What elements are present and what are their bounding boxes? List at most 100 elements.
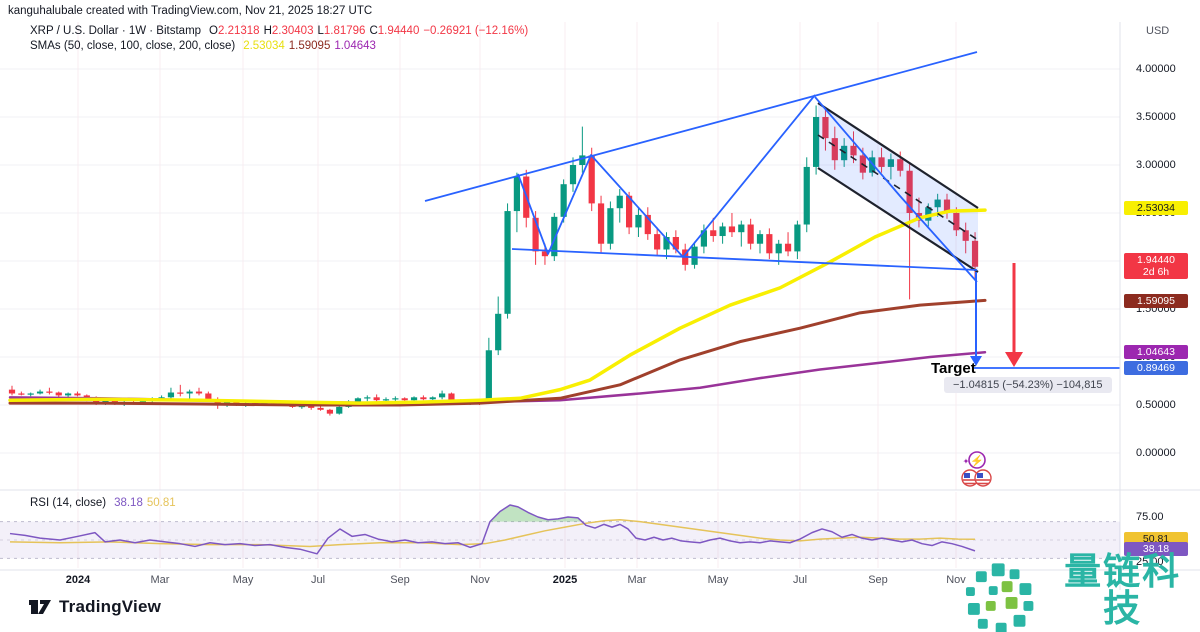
- candle-body: [364, 397, 371, 399]
- candle-body: [65, 393, 72, 396]
- candle-body: [850, 145, 857, 156]
- candle-body: [177, 392, 184, 394]
- tradingview-logo[interactable]: TradingView: [28, 597, 161, 617]
- support-trendline: [511, 248, 978, 271]
- candle-body: [626, 195, 633, 228]
- target-annotation-label[interactable]: Target: [931, 360, 976, 377]
- candle-body: [401, 398, 408, 401]
- channel-midline-dashed: [817, 134, 979, 241]
- channel-upper-line: [817, 102, 979, 209]
- candle-body: [373, 397, 380, 401]
- candle-body: [205, 393, 212, 400]
- low-label: L: [317, 25, 324, 37]
- candle-body: [336, 406, 343, 414]
- candle-body: [308, 405, 315, 408]
- rsi-legend[interactable]: RSI (14, close) 38.18 50.81: [30, 497, 180, 509]
- candle-body: [18, 393, 25, 395]
- candle-body: [607, 208, 614, 244]
- candle-body: [971, 240, 979, 267]
- candle-body: [354, 398, 362, 403]
- time-axis-label-Mar: Mar: [627, 574, 647, 586]
- symbol-legend[interactable]: XRP / U.S. Dollar · 1W · Bitstamp O2.2131…: [30, 25, 532, 37]
- rsi-tag-38.18: 38.18: [1124, 541, 1188, 557]
- candle-body: [541, 251, 549, 257]
- price-tag-2.53034: 2.53034: [1124, 200, 1188, 216]
- candle-body: [326, 409, 333, 414]
- price-axis-label: 0.50000: [1136, 399, 1176, 411]
- candle-body: [588, 155, 595, 204]
- rsi-axis-label: 75.00: [1136, 511, 1164, 523]
- candle-body: [569, 165, 577, 185]
- candle-body: [719, 226, 726, 237]
- candle-body: [878, 157, 885, 167]
- candle-body: [756, 234, 764, 244]
- rsi-line: [9, 504, 976, 555]
- close-label: C: [369, 25, 378, 37]
- candle-body: [906, 170, 913, 213]
- candle-body: [513, 176, 520, 212]
- candle-body: [943, 199, 951, 213]
- open-value: 2.21318: [218, 25, 260, 37]
- candle-body: [560, 184, 567, 217]
- watermark-title: 量链科技: [1064, 551, 1182, 629]
- time-axis-label-Nov: Nov: [946, 574, 966, 586]
- candle-body: [504, 211, 511, 314]
- bearish-red-arrowhead: [1005, 352, 1023, 367]
- candle-body: [448, 393, 455, 402]
- high-label: H: [263, 25, 272, 37]
- candle-body: [495, 313, 502, 351]
- channel-descent-line: [814, 96, 978, 283]
- candle-body: [186, 391, 193, 394]
- target-measurement-label[interactable]: −1.04815 (−54.23%) −104,815: [944, 377, 1112, 393]
- sma-legend[interactable]: SMAs (50, close, 100, close, 200, close)…: [30, 40, 380, 52]
- time-axis-label-2024: 2024: [65, 574, 91, 586]
- candle-body: [597, 203, 605, 244]
- time-axis-label-Sep: Sep: [868, 574, 888, 586]
- candle-body: [551, 216, 558, 257]
- candle-body: [616, 195, 623, 209]
- candle-body: [897, 159, 904, 171]
- time-axis-label-May: May: [707, 574, 729, 586]
- candle-body: [167, 392, 175, 398]
- time-axis-label-Jul: Jul: [792, 574, 808, 586]
- sma100-line: [8, 298, 987, 407]
- candle-body: [392, 398, 399, 400]
- price-axis-label: 3.50000: [1136, 111, 1176, 123]
- candle-body: [83, 395, 90, 399]
- elliott-zigzag-line: [517, 94, 816, 258]
- candle-body: [710, 230, 717, 237]
- candle-body: [822, 117, 829, 139]
- price-tag-1.04643: 1.04643: [1124, 344, 1188, 360]
- candle-body: [654, 234, 661, 250]
- candle-body: [953, 213, 960, 231]
- candle-body: [195, 391, 203, 394]
- close-value: 1.94440: [377, 25, 420, 37]
- candle-body: [317, 407, 324, 410]
- candle-body: [813, 117, 820, 167]
- rsi-value: 38.18: [114, 497, 143, 509]
- price-tag-1.59095: 1.59095: [1124, 293, 1188, 309]
- candle-body: [27, 393, 34, 395]
- candle-body: [46, 391, 53, 393]
- time-axis-label-May: May: [232, 574, 254, 586]
- candle-body: [644, 214, 651, 235]
- symbol-title: XRP / U.S. Dollar · 1W · Bitstamp: [30, 25, 202, 37]
- change-value: −0.26921 (−12.16%): [423, 25, 529, 37]
- candle-body: [672, 237, 679, 250]
- candle-body: [420, 397, 427, 400]
- price-axis-label: 3.00000: [1136, 159, 1176, 171]
- candle-body: [925, 207, 932, 221]
- candle-body: [794, 224, 801, 252]
- candle-body: [831, 138, 838, 161]
- candle-body: [8, 389, 16, 394]
- candle-body: [485, 350, 492, 404]
- candle-body: [700, 230, 707, 247]
- candle-body: [766, 234, 773, 254]
- candle-body: [775, 243, 782, 254]
- candle-body: [410, 397, 418, 401]
- time-axis-label-2025: 2025: [552, 574, 578, 586]
- time-axis-label-Mar: Mar: [150, 574, 170, 586]
- tradingview-logo-icon: [29, 600, 51, 614]
